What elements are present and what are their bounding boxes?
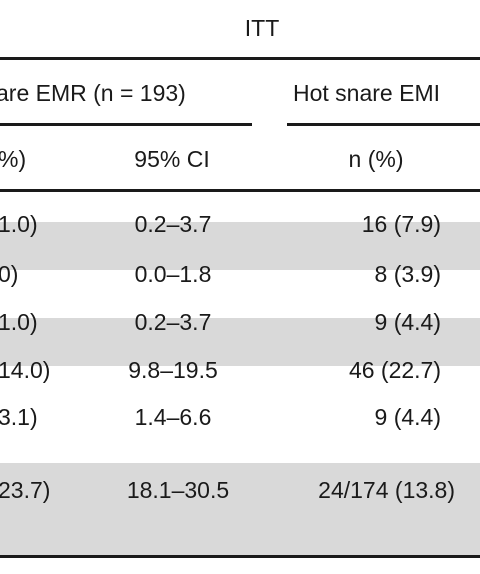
cell-left: 0) xyxy=(0,261,19,287)
cell-hot: 9 (4.4) xyxy=(374,309,441,335)
cell-ci: 18.1–30.5 xyxy=(126,477,230,503)
cell-ci: 0.2–3.7 xyxy=(134,309,212,335)
bottom-rule xyxy=(0,555,480,558)
hot-snare-underline xyxy=(287,123,480,126)
cell-left: 14.0) xyxy=(0,357,51,383)
row-band-6 xyxy=(0,463,480,555)
column-header-hot-snare: Hot snare EMI xyxy=(293,80,440,106)
cell-hot: 16 (7.9) xyxy=(361,211,441,237)
subheader-n-pct: n (%) xyxy=(348,146,404,172)
cell-ci: 1.4–6.6 xyxy=(134,404,212,430)
cell-hot: 24/174 (13.8) xyxy=(318,477,455,503)
cell-hot: 8 (3.9) xyxy=(374,261,441,287)
cell-left: 1.0) xyxy=(0,309,38,335)
subheader-rule xyxy=(0,189,480,192)
row-band-4 xyxy=(0,318,480,366)
row-band-2 xyxy=(0,222,480,270)
cell-hot: 9 (4.4) xyxy=(374,404,441,430)
cell-ci: 0.2–3.7 xyxy=(134,211,212,237)
cell-ci: 9.8–19.5 xyxy=(128,357,218,383)
group-header-itt: ITT xyxy=(244,15,280,41)
cell-left: 1.0) xyxy=(0,211,38,237)
cell-hot: 46 (22.7) xyxy=(348,357,441,383)
subheader-pct-fragment: %) xyxy=(0,146,27,172)
cell-left: 3.1) xyxy=(0,404,38,430)
cold-snare-underline xyxy=(0,123,252,126)
top-rule xyxy=(0,57,480,60)
cell-left: 23.7) xyxy=(0,477,51,503)
subheader-95-ci: 95% CI xyxy=(134,146,210,172)
column-header-cold-snare: are EMR (n = 193) xyxy=(0,80,186,106)
cell-ci: 0.0–1.8 xyxy=(134,261,212,287)
